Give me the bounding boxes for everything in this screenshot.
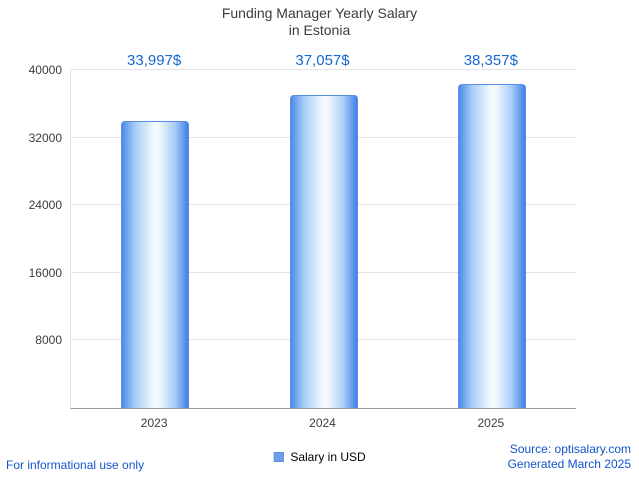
- plot-area: [70, 69, 576, 409]
- gridline: [71, 69, 576, 70]
- legend-swatch-icon: [273, 452, 284, 462]
- value-label-2024: 37,057$: [295, 52, 350, 69]
- chart-title: Funding Manager Yearly Salary in Estonia: [0, 5, 639, 39]
- y-tick-label: 32000: [28, 130, 62, 145]
- y-tick-label: 16000: [28, 265, 62, 280]
- source-link[interactable]: Source: optisalary.com: [509, 442, 631, 456]
- bar-2025: [457, 83, 526, 408]
- y-tick-label: 24000: [28, 198, 62, 213]
- disclaimer-text: For informational use only: [6, 458, 145, 472]
- y-tick-label: 40000: [28, 63, 62, 77]
- footer-source-block: Source: optisalary.com Generated March 2…: [508, 442, 631, 472]
- x-tick-label-2025: 2025: [477, 416, 505, 430]
- bar-2023: [121, 120, 190, 408]
- value-label-2025: 38,357$: [463, 52, 518, 69]
- x-tick-label-2023: 2023: [140, 416, 168, 430]
- value-label-2023: 33,997$: [127, 52, 182, 69]
- x-tick-label-2024: 2024: [309, 416, 336, 430]
- legend: Salary in USD: [273, 450, 366, 464]
- bar-2024: [289, 94, 358, 408]
- chart-title-line1: Funding Manager Yearly Salary: [221, 5, 418, 21]
- generated-text: Generated March 2025: [507, 457, 631, 471]
- legend-label: Salary in USD: [290, 450, 366, 464]
- y-tick-label: 8000: [35, 333, 62, 348]
- chart-title-line2: in Estonia: [288, 22, 351, 38]
